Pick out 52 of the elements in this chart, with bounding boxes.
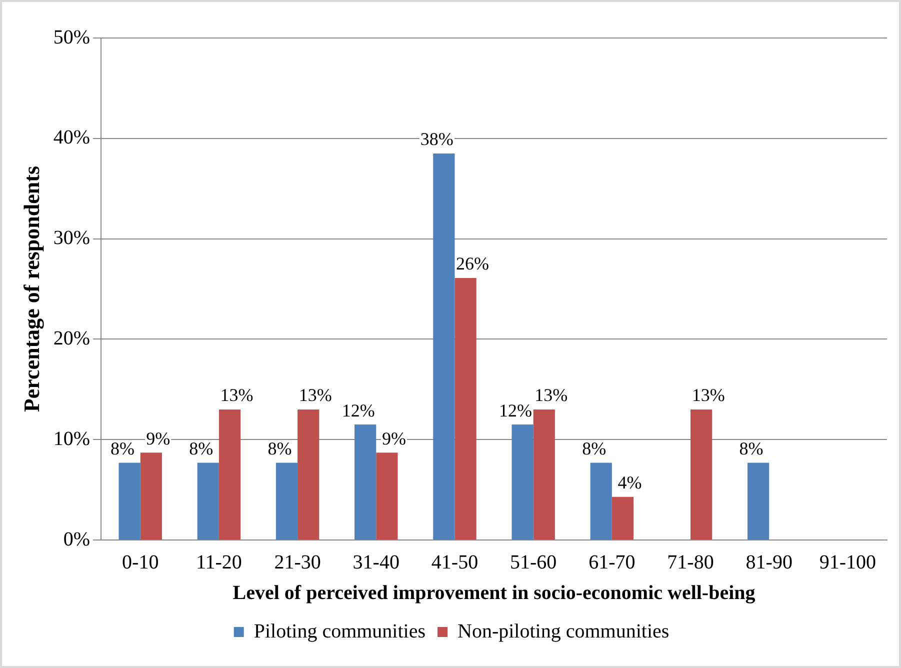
x-tick-label: 91-100 <box>819 551 876 574</box>
data-label: 13% <box>298 385 332 406</box>
x-tick-label: 51-60 <box>510 551 557 574</box>
data-label: 9% <box>146 428 170 448</box>
x-tick-label: 21-30 <box>274 551 321 574</box>
data-label: 13% <box>534 385 568 406</box>
y-tick-label: 0% <box>63 528 90 550</box>
y-tick-label: 20% <box>53 327 90 350</box>
y-tick-label: 30% <box>53 227 90 250</box>
x-tick-label: 0-10 <box>122 551 159 574</box>
bar <box>354 424 376 540</box>
bar <box>747 462 770 540</box>
legend-label: Non-piloting communities <box>458 620 670 642</box>
bar <box>690 409 712 540</box>
legend-label: Piloting communities <box>254 620 426 642</box>
data-label: 38% <box>420 129 454 150</box>
x-tick-label: 81-90 <box>746 551 792 574</box>
y-tick-label: 10% <box>53 428 90 450</box>
bar <box>512 424 534 540</box>
y-axis-title: Percentage of respondents <box>18 166 44 412</box>
data-label: 4% <box>618 472 642 493</box>
bar <box>612 496 634 540</box>
data-label: 8% <box>582 438 606 458</box>
bar <box>118 462 140 540</box>
data-label: 26% <box>456 254 490 274</box>
bar <box>298 409 320 540</box>
data-label: 9% <box>382 428 406 448</box>
data-label: 13% <box>692 385 725 406</box>
x-tick-label: 71-80 <box>667 551 714 574</box>
data-label: 12% <box>342 400 375 420</box>
data-label: 8% <box>739 438 764 458</box>
bar <box>454 278 476 540</box>
bar <box>218 409 241 540</box>
data-label: 8% <box>268 438 292 458</box>
bar <box>197 462 219 540</box>
bar <box>590 462 612 540</box>
data-label: 8% <box>110 438 135 458</box>
x-axis-title: Level of perceived improvement in socio-economic well-being <box>232 582 756 604</box>
bar <box>433 153 455 540</box>
x-tick-label: 11-20 <box>196 551 242 574</box>
data-label: 12% <box>499 400 532 420</box>
data-label: 13% <box>220 385 254 406</box>
y-tick-label: 50% <box>53 26 90 48</box>
bar <box>376 452 398 540</box>
bar <box>140 452 162 540</box>
bar <box>533 409 555 540</box>
data-label: 8% <box>189 438 214 458</box>
y-tick-label: 40% <box>53 126 90 149</box>
bar <box>276 462 298 540</box>
x-tick-label: 61-70 <box>588 551 636 574</box>
x-tick-label: 31-40 <box>352 551 400 574</box>
x-tick-label: 41-50 <box>431 551 478 574</box>
